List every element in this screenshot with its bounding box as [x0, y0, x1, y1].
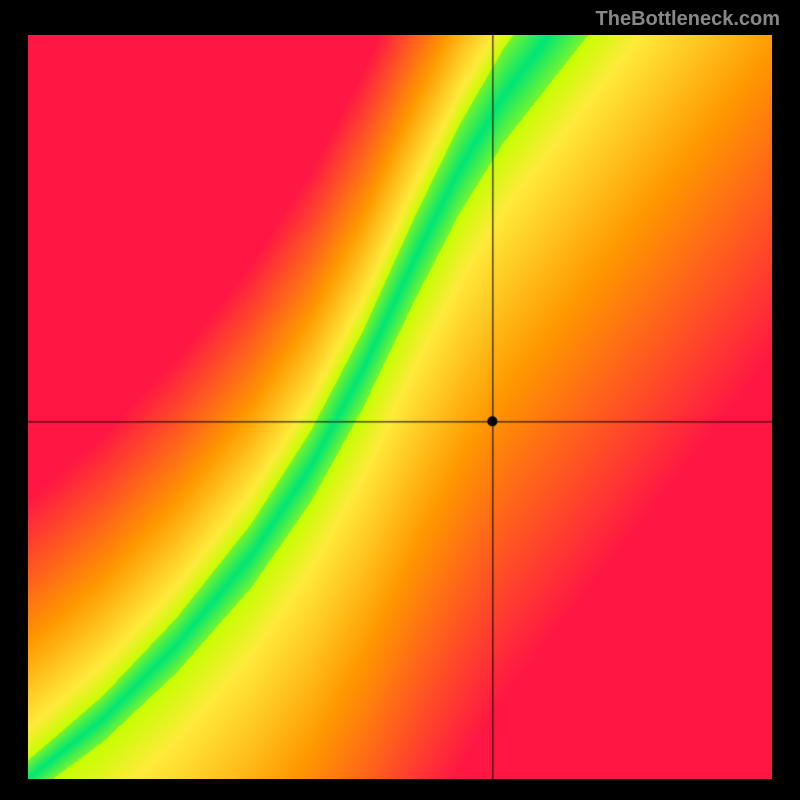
bottleneck-heatmap	[28, 35, 772, 779]
watermark-text: TheBottleneck.com	[596, 8, 780, 31]
heatmap-canvas	[28, 35, 772, 779]
